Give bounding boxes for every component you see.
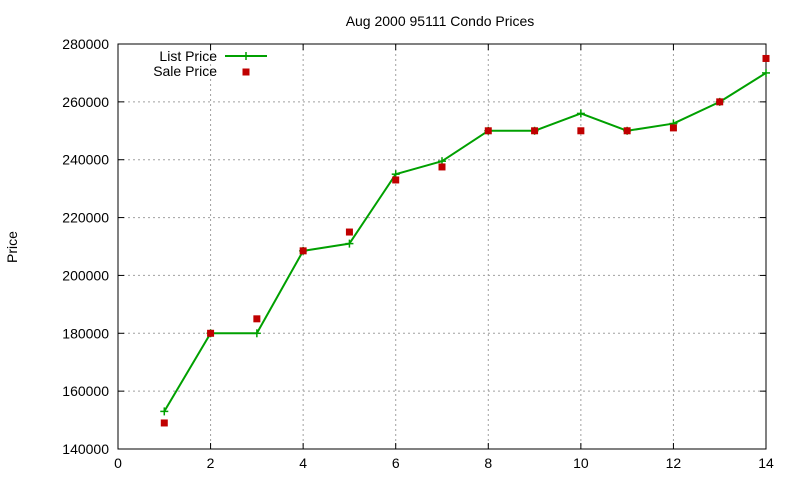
data-point [345,228,353,236]
y-axis-label: Price [4,231,20,263]
x-tick-label: 2 [207,455,215,471]
data-point [160,419,168,427]
data-point [345,239,354,248]
y-tick-label: 200000 [62,267,109,283]
y-tick-label: 280000 [62,36,109,52]
data-point [669,124,677,132]
data-point [762,54,770,62]
data-point [299,247,307,255]
data-point [531,127,539,135]
x-tick-label: 14 [758,455,774,471]
x-tick-label: 8 [484,455,492,471]
data-point [576,109,585,118]
data-point [623,127,631,135]
x-tick-label: 12 [666,455,682,471]
y-axis-tick-labels: 140000 160000 180000 200000 220000 240000 2600… [62,36,109,457]
legend-label-sale-price: Sale Price [153,63,217,79]
data-point [392,176,400,184]
legend-marker-square [242,68,250,76]
data-series [160,54,770,427]
data-point [438,163,446,171]
legend-label-list-price: List Price [159,48,217,64]
y-tick-label: 240000 [62,152,109,168]
data-point [253,315,261,323]
y-tick-label: 180000 [62,325,109,341]
y-tick-label: 260000 [62,94,109,110]
axis-ticks [117,43,767,450]
x-tick-label: 10 [573,455,589,471]
x-axis-tick-labels: 0 2 4 6 8 10 12 14 [114,455,774,471]
x-tick-label: 4 [299,455,307,471]
x-tick-label: 0 [114,455,122,471]
legend-sample-sale-price [242,68,250,76]
grid-lines [118,44,766,449]
data-point [577,127,585,135]
y-tick-label: 220000 [62,210,109,226]
legend-marker-plus [242,52,250,60]
y-tick-label: 140000 [62,441,109,457]
y-tick-label: 160000 [62,383,109,399]
legend: List Price Sale Price [153,48,267,79]
data-point [252,329,261,338]
series-line [163,72,767,412]
legend-sample-list-price [225,52,267,60]
data-point [762,68,770,77]
x-tick-label: 6 [392,455,400,471]
data-point [716,98,724,106]
series-sale-price [160,54,770,427]
plot-area-border [117,43,767,450]
data-point [160,407,169,416]
data-point [484,127,492,135]
chart-title: Aug 2000 95111 Condo Prices [346,13,535,29]
data-point [207,329,215,337]
series-list-price [160,68,770,416]
